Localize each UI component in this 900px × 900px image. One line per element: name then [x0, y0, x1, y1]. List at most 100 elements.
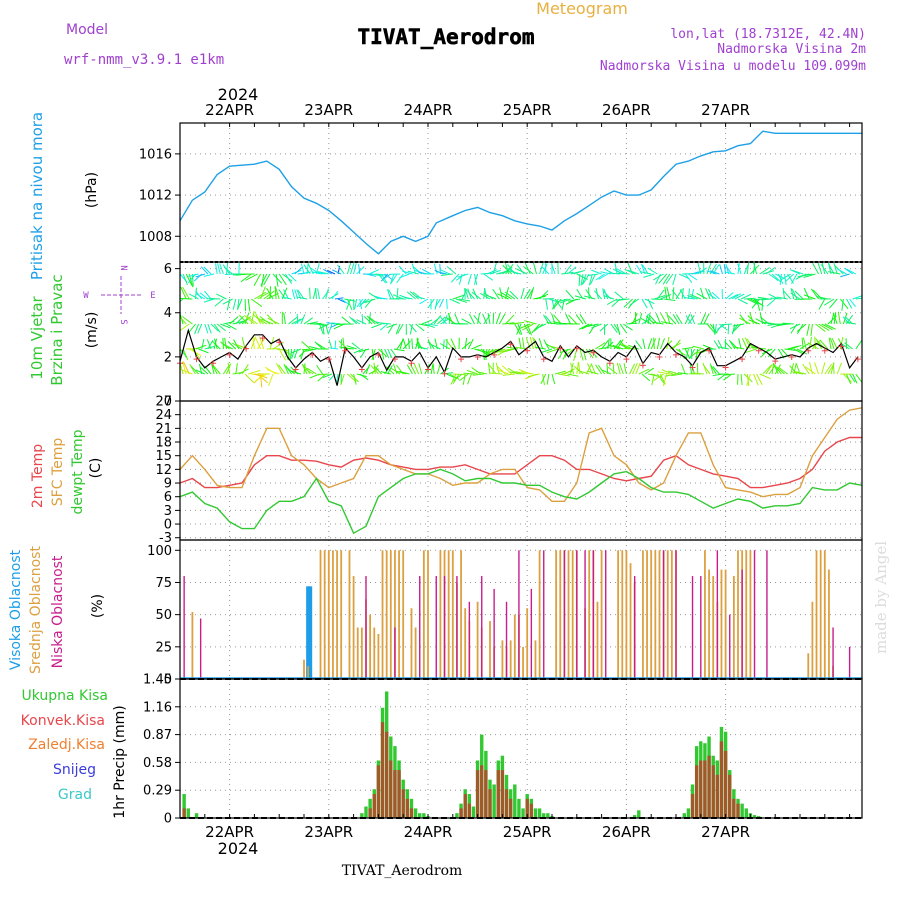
wind-arrow	[210, 323, 219, 332]
wind-arrow	[303, 367, 314, 375]
wind-gust-mark	[606, 360, 613, 367]
cloud-mid-bar	[708, 569, 710, 679]
wind-arrow	[623, 347, 636, 350]
wind-arrow	[818, 298, 826, 310]
wind-arrow	[439, 268, 450, 275]
wind-arrow	[511, 321, 525, 325]
wind-arrow	[436, 271, 447, 275]
wind-gust-mark	[838, 343, 845, 350]
wind-arrow	[266, 287, 274, 300]
wind-arrow	[753, 262, 758, 275]
wind-arrow	[623, 363, 627, 375]
wind-arrow	[381, 348, 385, 360]
wind-arrow	[358, 348, 370, 353]
wind-arrow	[600, 369, 612, 375]
wind-arrow	[744, 337, 751, 350]
precip-total-bar	[533, 808, 538, 818]
wind-arrow	[252, 335, 255, 350]
wind-arrow	[323, 268, 333, 275]
wind-arrow	[306, 262, 309, 275]
wind-arrow	[802, 337, 807, 350]
wind-arrow	[254, 336, 262, 350]
cloud-mid-bar	[513, 614, 516, 679]
cloud-mid-bar	[538, 550, 541, 679]
wind-arrow	[300, 348, 305, 360]
wind-arrow	[204, 290, 212, 300]
cloud-low-bar	[394, 627, 396, 679]
wind-arrow	[317, 271, 329, 275]
wind-arrow	[216, 323, 226, 332]
cloud-low-bar	[832, 627, 834, 679]
precip-total-bar	[637, 810, 641, 818]
wind-arrow	[371, 323, 382, 329]
cloud-mid-bar	[625, 550, 628, 679]
wind-title: 10m Vjetar	[28, 295, 46, 379]
wind-arrow	[529, 287, 535, 300]
wind-arrow	[846, 298, 853, 309]
temp-unit: (C)	[88, 458, 104, 479]
wind-arrow	[233, 339, 240, 350]
wind-arrow	[476, 370, 488, 375]
wind-arrow	[402, 270, 413, 275]
precip-total-bar	[413, 808, 418, 818]
wind-arrow	[677, 372, 689, 375]
cloud-mid-label: Srednja Oblacnost	[28, 546, 44, 674]
wind-arrow	[591, 269, 602, 275]
wind-arrow	[721, 323, 732, 326]
cloud-low-bar	[700, 576, 702, 679]
precip-conv-bar	[508, 798, 513, 818]
wind-arrow	[332, 269, 342, 275]
wind-arrow	[368, 269, 380, 275]
cloud-mid-bar	[394, 550, 396, 679]
wind-arrow	[268, 373, 274, 386]
precip-conv-bar	[409, 808, 414, 818]
wind-arrow	[731, 293, 741, 300]
cloud-mid-bar	[534, 640, 537, 679]
wind-arrow	[443, 339, 445, 350]
wind-arrow	[791, 288, 798, 300]
wind-arrow	[647, 267, 658, 275]
precip-total-bar	[740, 803, 744, 818]
wind-arrow	[290, 348, 293, 360]
cloud-mid-bar	[340, 550, 343, 679]
wind-arrow	[217, 263, 221, 275]
wind-arrow	[740, 293, 752, 300]
cloud-low-label: Niska Oblacnost	[50, 555, 66, 668]
wind-arrow	[483, 273, 494, 281]
wind-arrow	[817, 262, 823, 275]
precip-conv-bar	[504, 789, 509, 818]
cloud-low-bar	[633, 576, 636, 679]
wind-arrow	[785, 273, 795, 282]
wind-arrow	[640, 318, 652, 325]
y-tick-label: 0.87	[143, 728, 172, 743]
wind-arrow	[223, 266, 234, 275]
wind-arrow	[263, 273, 271, 286]
wind-arrow	[761, 298, 773, 301]
cloud-low-bar	[481, 576, 483, 679]
wind-arrow	[498, 313, 506, 325]
wind-arrow	[600, 271, 612, 275]
wind-arrow	[794, 290, 804, 300]
wind-arrow	[231, 342, 243, 350]
precip-total-bar	[422, 813, 426, 818]
precip-conv-bar	[690, 794, 695, 818]
wind-arrow	[695, 348, 699, 360]
wind-arrow	[214, 298, 224, 307]
wind-arrow	[411, 263, 417, 275]
wind-arrow	[455, 298, 468, 303]
wind-arrow	[363, 316, 373, 325]
wind-arrow	[492, 312, 495, 325]
wind-arrow	[794, 370, 807, 375]
wind-arrow	[392, 363, 398, 375]
wind-arrow	[672, 273, 677, 286]
wind-arrow	[672, 314, 680, 325]
wind-speed-line	[179, 328, 859, 386]
wind-arrow	[707, 292, 717, 300]
wind-arrow	[226, 323, 237, 330]
wind-arrow	[663, 298, 676, 302]
wind-arrow	[587, 323, 599, 328]
wind-gust-mark	[425, 366, 431, 373]
wind-arrow	[653, 273, 664, 281]
cloud-mid-bar	[559, 550, 562, 679]
wind-arrow	[799, 342, 810, 350]
